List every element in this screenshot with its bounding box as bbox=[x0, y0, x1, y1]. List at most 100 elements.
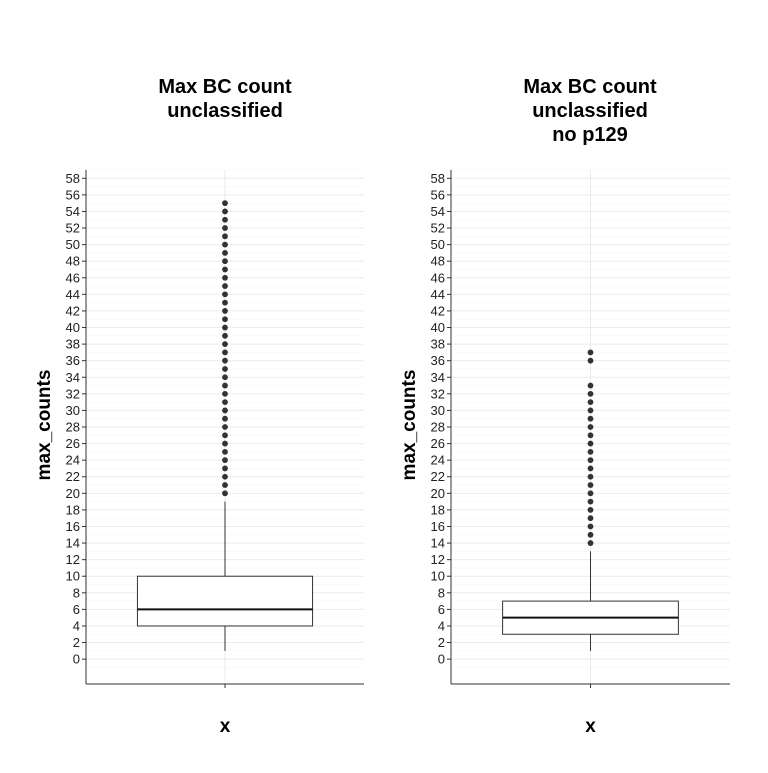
outlier-point bbox=[222, 432, 228, 439]
outlier-point bbox=[222, 473, 228, 480]
y-tick-label: 46 bbox=[431, 270, 445, 285]
panel-1: 0246810121416182022242628303234363840424… bbox=[34, 76, 364, 737]
y-tick-label: 8 bbox=[73, 585, 80, 600]
outlier-point bbox=[222, 299, 228, 306]
outlier-point bbox=[222, 316, 228, 323]
y-tick-label: 4 bbox=[438, 618, 445, 633]
outlier-point bbox=[587, 415, 594, 422]
outlier-point bbox=[222, 457, 228, 464]
y-tick-label: 40 bbox=[66, 320, 80, 335]
x-axis-label: x bbox=[220, 716, 231, 737]
y-tick-label: 56 bbox=[431, 187, 445, 202]
y-tick-label: 2 bbox=[73, 635, 80, 650]
outlier-point bbox=[222, 357, 228, 364]
chart-title-line: Max BC count bbox=[158, 76, 292, 98]
outlier-point bbox=[222, 341, 228, 347]
outlier-point bbox=[222, 382, 228, 389]
y-tick-label: 14 bbox=[431, 536, 445, 551]
outlier-point bbox=[587, 465, 594, 472]
y-tick-label: 30 bbox=[66, 403, 80, 418]
outlier-point bbox=[587, 390, 594, 397]
outlier-point bbox=[222, 274, 228, 281]
outlier-point bbox=[587, 507, 594, 513]
y-tick-label: 34 bbox=[66, 370, 80, 385]
y-tick-label: 0 bbox=[73, 652, 80, 667]
y-tick-label: 58 bbox=[66, 171, 80, 186]
y-tick-label: 48 bbox=[66, 254, 80, 269]
y-tick-label: 20 bbox=[431, 486, 445, 501]
chart-title: Max BC count unclassified no p129 bbox=[523, 76, 657, 146]
y-tick-label: 42 bbox=[431, 303, 445, 318]
outlier-point bbox=[222, 266, 228, 273]
y-tick-label: 16 bbox=[431, 519, 445, 534]
y-tick-label: 36 bbox=[431, 353, 445, 368]
outlier-point bbox=[587, 531, 594, 538]
y-axis-label: max_counts bbox=[399, 370, 420, 481]
y-tick-label: 26 bbox=[431, 436, 445, 451]
outlier-point bbox=[222, 225, 228, 231]
outlier-point bbox=[587, 399, 594, 406]
outlier-point bbox=[222, 407, 228, 414]
y-tick-label: 12 bbox=[431, 552, 445, 567]
y-tick-label: 36 bbox=[66, 353, 80, 368]
outlier-point bbox=[222, 200, 228, 207]
y-axis-label: max_counts bbox=[34, 370, 55, 481]
y-tick-label: 48 bbox=[431, 254, 445, 269]
y-tick-label: 38 bbox=[66, 337, 80, 352]
y-tick-label: 10 bbox=[431, 569, 445, 584]
outlier-point bbox=[587, 490, 594, 497]
outlier-point bbox=[587, 407, 594, 414]
y-tick-label: 2 bbox=[438, 635, 445, 650]
outlier-point bbox=[222, 332, 228, 339]
y-tick-label: 22 bbox=[431, 469, 445, 484]
outlier-point bbox=[222, 308, 228, 314]
outlier-point bbox=[222, 490, 228, 497]
y-tick-label: 44 bbox=[431, 287, 445, 302]
y-tick-label: 6 bbox=[438, 602, 445, 617]
y-tick-label: 8 bbox=[438, 585, 445, 600]
outlier-point bbox=[222, 349, 228, 356]
y-tick-label: 20 bbox=[66, 486, 80, 501]
y-tick-label: 50 bbox=[431, 237, 445, 252]
outlier-point bbox=[222, 258, 228, 265]
chart-title-line: no p129 bbox=[552, 124, 628, 146]
y-tick-label: 54 bbox=[431, 204, 445, 219]
outlier-point bbox=[222, 440, 228, 447]
outlier-point bbox=[587, 382, 594, 389]
chart-title-line: Max BC count bbox=[523, 76, 657, 98]
y-tick-label: 32 bbox=[431, 386, 445, 401]
outlier-point bbox=[587, 349, 594, 356]
y-tick-label: 24 bbox=[431, 453, 445, 468]
outlier-point bbox=[587, 523, 594, 530]
y-tick-label: 4 bbox=[73, 618, 80, 633]
outlier-point bbox=[222, 448, 228, 455]
outlier-point bbox=[222, 482, 228, 488]
chart-title-line: unclassified bbox=[167, 100, 283, 122]
outlier-point bbox=[587, 357, 594, 364]
outlier-point bbox=[222, 216, 228, 223]
y-tick-label: 16 bbox=[66, 519, 80, 534]
outlier-point bbox=[222, 250, 228, 256]
outlier-point bbox=[222, 241, 228, 248]
outlier-point bbox=[587, 432, 594, 439]
y-tick-label: 56 bbox=[66, 187, 80, 202]
y-tick-label: 34 bbox=[431, 370, 445, 385]
outlier-point bbox=[222, 424, 228, 430]
outlier-point bbox=[587, 540, 594, 546]
y-tick-label: 54 bbox=[66, 204, 80, 219]
outlier-point bbox=[587, 440, 594, 447]
y-tick-label: 0 bbox=[438, 652, 445, 667]
box-iqr bbox=[136, 575, 314, 627]
panel-2: 0246810121416182022242628303234363840424… bbox=[399, 76, 730, 737]
outlier-point bbox=[587, 457, 594, 464]
y-tick-label: 14 bbox=[66, 536, 80, 551]
y-tick-label: 58 bbox=[431, 171, 445, 186]
x-axis-label: x bbox=[585, 716, 596, 737]
chart-title-line: unclassified bbox=[532, 100, 648, 122]
outlier-point bbox=[222, 390, 228, 397]
outlier-point bbox=[222, 208, 228, 215]
y-tick-label: 18 bbox=[431, 502, 445, 517]
y-tick-label: 12 bbox=[66, 552, 80, 567]
outlier-point bbox=[587, 473, 594, 480]
